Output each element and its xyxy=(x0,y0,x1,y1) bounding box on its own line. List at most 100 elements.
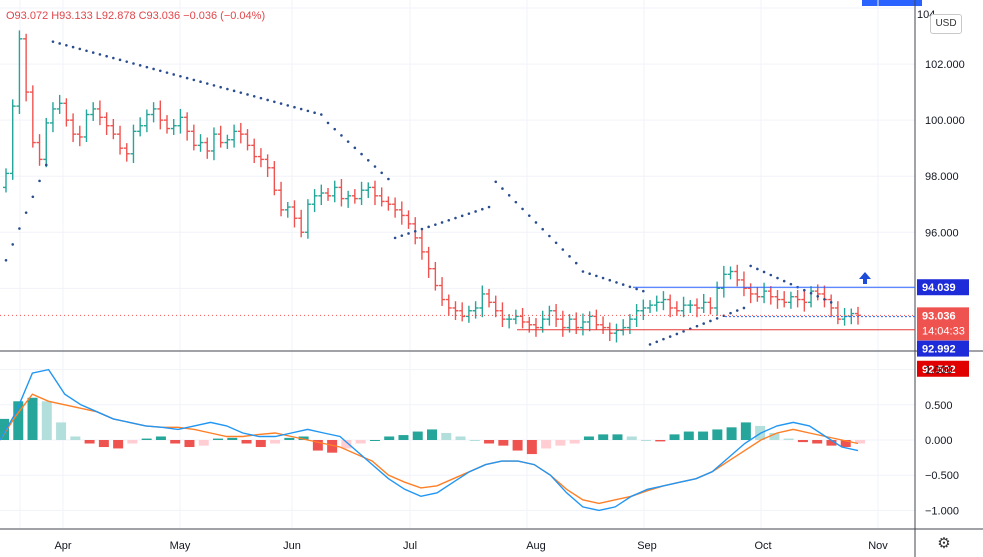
psar-dot xyxy=(434,223,437,226)
time-tick-label: Jul xyxy=(403,540,417,552)
psar-dot xyxy=(554,241,558,245)
macd-tick-label: −1.000 xyxy=(925,505,959,517)
macd-histogram-bar xyxy=(13,401,24,440)
psar-dot xyxy=(581,270,585,273)
psar-dot xyxy=(393,236,397,240)
macd-histogram-bar xyxy=(541,440,552,449)
psar-dot xyxy=(71,45,75,49)
psar-dot xyxy=(179,74,182,78)
macd-histogram-bar xyxy=(769,432,780,440)
macd-histogram-bar xyxy=(583,436,594,440)
psar-dot xyxy=(541,227,544,231)
macd-histogram-bar xyxy=(455,436,466,440)
macd-tick-label: 0.500 xyxy=(925,400,953,412)
psar-dot xyxy=(226,87,229,91)
psar-dot xyxy=(91,51,95,54)
psar-dot xyxy=(762,270,766,274)
price-tick-label: 100.000 xyxy=(925,115,965,127)
psar-dot xyxy=(568,255,571,258)
macd-histogram-bar xyxy=(98,440,109,448)
psar-dot xyxy=(373,165,377,168)
macd-histogram-bar xyxy=(441,432,452,440)
psar-dot xyxy=(132,62,135,65)
psar-dot xyxy=(514,200,518,204)
macd-histogram-bar xyxy=(612,434,623,440)
macd-histogram-bar xyxy=(341,440,352,449)
psar-dot xyxy=(809,291,813,295)
psar-dot xyxy=(789,282,793,286)
time-tick-label: Oct xyxy=(754,540,771,552)
psar-dot xyxy=(608,278,612,282)
psar-dot xyxy=(749,264,752,268)
psar-dot xyxy=(628,285,632,289)
psar-dot xyxy=(118,58,122,62)
psar-dot xyxy=(51,40,55,43)
psar-dot xyxy=(366,159,370,162)
psar-dot xyxy=(205,82,209,85)
macd-histogram-bar xyxy=(398,435,409,440)
macd-histogram-bar xyxy=(27,397,38,440)
gear-icon[interactable]: ⚙ xyxy=(937,535,951,552)
psar-dot xyxy=(675,332,679,336)
psar-dot xyxy=(501,187,504,190)
psar-dot xyxy=(266,98,269,102)
macd-histogram-bar xyxy=(555,440,566,446)
macd-histogram-bar xyxy=(270,440,281,444)
ohlc-open: O93.072 xyxy=(6,10,49,22)
psar-dot xyxy=(192,78,196,82)
psar-dot xyxy=(58,42,61,45)
macd-signal-line xyxy=(0,393,859,505)
macd-histogram-bar xyxy=(56,422,67,440)
macd-tick-label: −0.500 xyxy=(925,470,959,482)
psar-dot xyxy=(219,85,222,89)
macd-histogram-bar xyxy=(826,440,837,446)
psar-dot xyxy=(574,261,578,265)
psar-dot xyxy=(829,301,833,304)
psar-dot xyxy=(548,234,551,238)
psar-dot xyxy=(662,337,665,341)
psar-dot xyxy=(595,274,598,278)
macd-histogram-bar xyxy=(369,440,380,441)
macd-line xyxy=(0,368,859,512)
macd-tick-label: 1.000 xyxy=(925,365,953,377)
psar-dot xyxy=(165,71,169,74)
last-price-tag: 93.036 xyxy=(922,310,956,322)
psar-dot xyxy=(648,343,652,346)
psar-dot xyxy=(85,49,88,53)
psar-dot xyxy=(407,232,410,235)
macd-histogram-bar xyxy=(227,437,238,440)
psar-dot xyxy=(293,105,296,109)
psar-dot xyxy=(803,288,806,292)
red-level-tag-bg xyxy=(917,360,969,377)
psar-dot xyxy=(467,212,471,215)
psar-dot xyxy=(729,311,732,315)
psar-dot xyxy=(655,340,659,344)
psar-dot xyxy=(494,180,498,184)
psar-dot xyxy=(521,207,524,211)
psar-dot xyxy=(279,102,283,105)
macd-histogram-bar xyxy=(141,438,152,440)
macd-histogram-bar xyxy=(469,440,480,441)
psar-dot xyxy=(682,330,685,333)
macd-histogram-bar xyxy=(327,440,338,453)
psar-dot xyxy=(621,283,625,286)
macd-histogram-bar xyxy=(127,440,138,444)
psar-dot xyxy=(715,317,719,320)
psar-dot xyxy=(246,93,249,96)
psar-dot xyxy=(742,306,746,310)
macd-histogram-bar xyxy=(740,422,751,440)
macd-histogram-bar xyxy=(569,440,580,444)
psar-dot xyxy=(11,243,15,246)
psar-dot xyxy=(769,273,773,277)
macd-histogram-bar xyxy=(484,440,495,444)
psar-dot xyxy=(668,335,672,338)
psar-dot xyxy=(782,279,786,283)
macd-histogram-bar xyxy=(255,440,266,448)
macd-histogram-bar xyxy=(284,437,295,440)
red-level-tag: 92.522 xyxy=(922,364,956,376)
psar-dot xyxy=(38,179,41,183)
psar-dot xyxy=(427,225,430,229)
last-price-tag-bg xyxy=(917,307,969,341)
currency-button[interactable]: USD xyxy=(930,14,962,34)
